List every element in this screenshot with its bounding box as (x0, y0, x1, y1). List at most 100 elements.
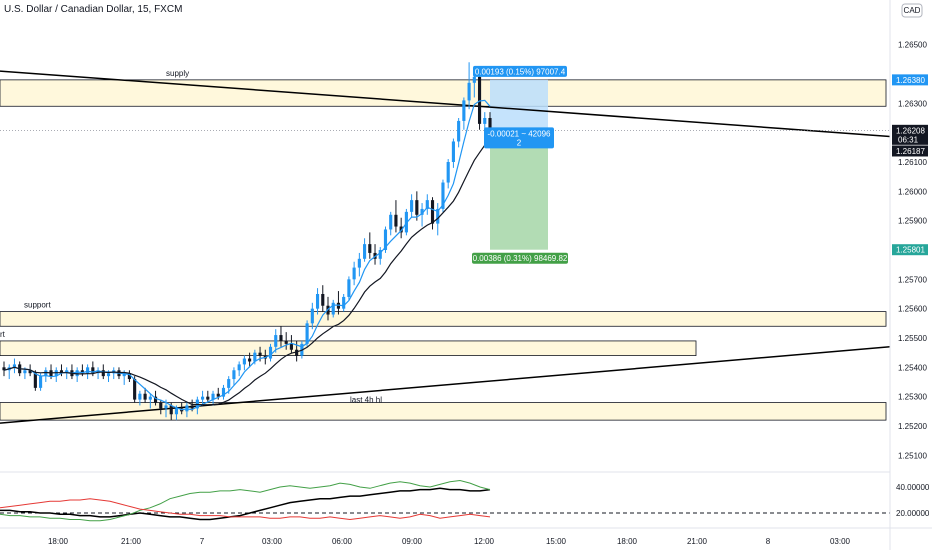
last-price-tag-countdown: 06:31 (898, 135, 919, 144)
y-tick-label: 1.26500 (898, 41, 927, 50)
candle-body (483, 118, 487, 124)
candle-body (138, 393, 142, 400)
candle-body (153, 396, 158, 403)
last-price-tag-bg (892, 124, 928, 145)
candle-body (467, 82, 471, 101)
candle-body (310, 308, 314, 324)
x-tick-label: 8 (766, 537, 771, 546)
x-tick-label: 21:00 (687, 537, 708, 546)
candle-body (305, 323, 309, 344)
y-tick-label: 1.25300 (898, 393, 927, 402)
candle-body (127, 373, 131, 380)
candle-body (258, 352, 262, 356)
candle-body (472, 76, 476, 83)
candle-body (248, 358, 252, 362)
candle-body (133, 379, 137, 400)
candle-body (342, 296, 346, 309)
zone-label: support (24, 301, 51, 310)
candle-body (106, 373, 111, 377)
candle-body (33, 373, 37, 388)
candle-body (368, 244, 372, 253)
x-tick-label: 21:00 (121, 537, 142, 546)
trendline-upper (0, 70, 891, 138)
candle-body (347, 279, 351, 297)
entry-label: -0.00021 ~ 42096 (488, 129, 551, 138)
candle-body (279, 335, 283, 341)
zone-box (0, 79, 887, 107)
candle-body (331, 302, 335, 315)
candle-body (159, 402, 163, 409)
candle-body (399, 226, 403, 233)
candle-body (242, 358, 246, 365)
oscillator-line (0, 487, 491, 521)
x-tick-label: 03:00 (830, 537, 851, 546)
x-tick-label: 06:00 (332, 537, 353, 546)
y-tick-label: 1.25600 (898, 305, 927, 314)
x-tick-label: 15:00 (546, 537, 567, 546)
candle-body (383, 229, 388, 250)
y-tick-label: 1.26000 (898, 187, 927, 196)
candle-body (174, 408, 179, 415)
y-tick-label: 1.25500 (898, 334, 927, 343)
trendline-price-tag: 1.26187 (896, 147, 925, 156)
candle-body (446, 162, 450, 183)
candle-body (284, 340, 288, 344)
zone-label: rt (0, 330, 6, 339)
candle-body (164, 405, 168, 409)
candle-body (410, 200, 414, 212)
candle-body (389, 214, 393, 230)
x-tick-label: 03:00 (262, 537, 283, 546)
candle-body (44, 370, 48, 377)
candle-body (216, 393, 220, 397)
entry-label-bg (484, 127, 554, 149)
candle-body (221, 387, 226, 397)
oscillator-tick-label: 20.00000 (896, 509, 930, 518)
candle-body (201, 396, 205, 400)
trendline-lower (0, 346, 891, 424)
candle-body (143, 393, 147, 400)
candle-body (206, 396, 210, 400)
candle-body (59, 370, 64, 374)
slow-ma-line (3, 138, 491, 406)
candle-body (430, 200, 435, 224)
candle-body (39, 376, 43, 388)
candle-body (190, 405, 194, 409)
target-label: 0.00386 (0.31%) 98469.82 (473, 254, 568, 263)
candle-body (23, 370, 27, 374)
y-tick-label: 1.25700 (898, 275, 927, 284)
candle-body (101, 370, 105, 377)
candle-body (420, 208, 424, 215)
candle-body (274, 335, 278, 347)
y-tick-label: 1.26100 (898, 158, 927, 167)
y-tick-label: 1.26300 (898, 99, 927, 108)
y-tick-label: 1.25200 (898, 422, 927, 431)
candle-body (357, 258, 361, 268)
target-price-tag: 1.25801 (896, 246, 925, 255)
zone-label: supply (166, 69, 189, 78)
stop-label-bg (473, 65, 567, 77)
candle-body (237, 364, 241, 371)
x-tick-label: 18:00 (48, 537, 69, 546)
candle-body (148, 396, 152, 400)
candle-body (12, 364, 17, 368)
candle-body (488, 118, 492, 130)
candle-body (268, 346, 273, 359)
candle-body (80, 370, 84, 374)
candle-body (122, 373, 126, 377)
candle-body (352, 267, 356, 280)
target-zone (490, 130, 548, 250)
zone-box (0, 311, 887, 327)
oscillator-line (0, 498, 491, 521)
candle-body (75, 370, 79, 377)
currency-badge (901, 3, 923, 18)
target-price-tag-bg (892, 244, 928, 256)
candle-body (462, 100, 466, 121)
candle-body (315, 294, 320, 309)
entry-sublabel: 2 (517, 138, 522, 147)
candle-body (91, 367, 95, 374)
candle-body (253, 352, 257, 362)
x-tick-label: 7 (200, 537, 205, 546)
currency-label: CAD (904, 6, 921, 15)
